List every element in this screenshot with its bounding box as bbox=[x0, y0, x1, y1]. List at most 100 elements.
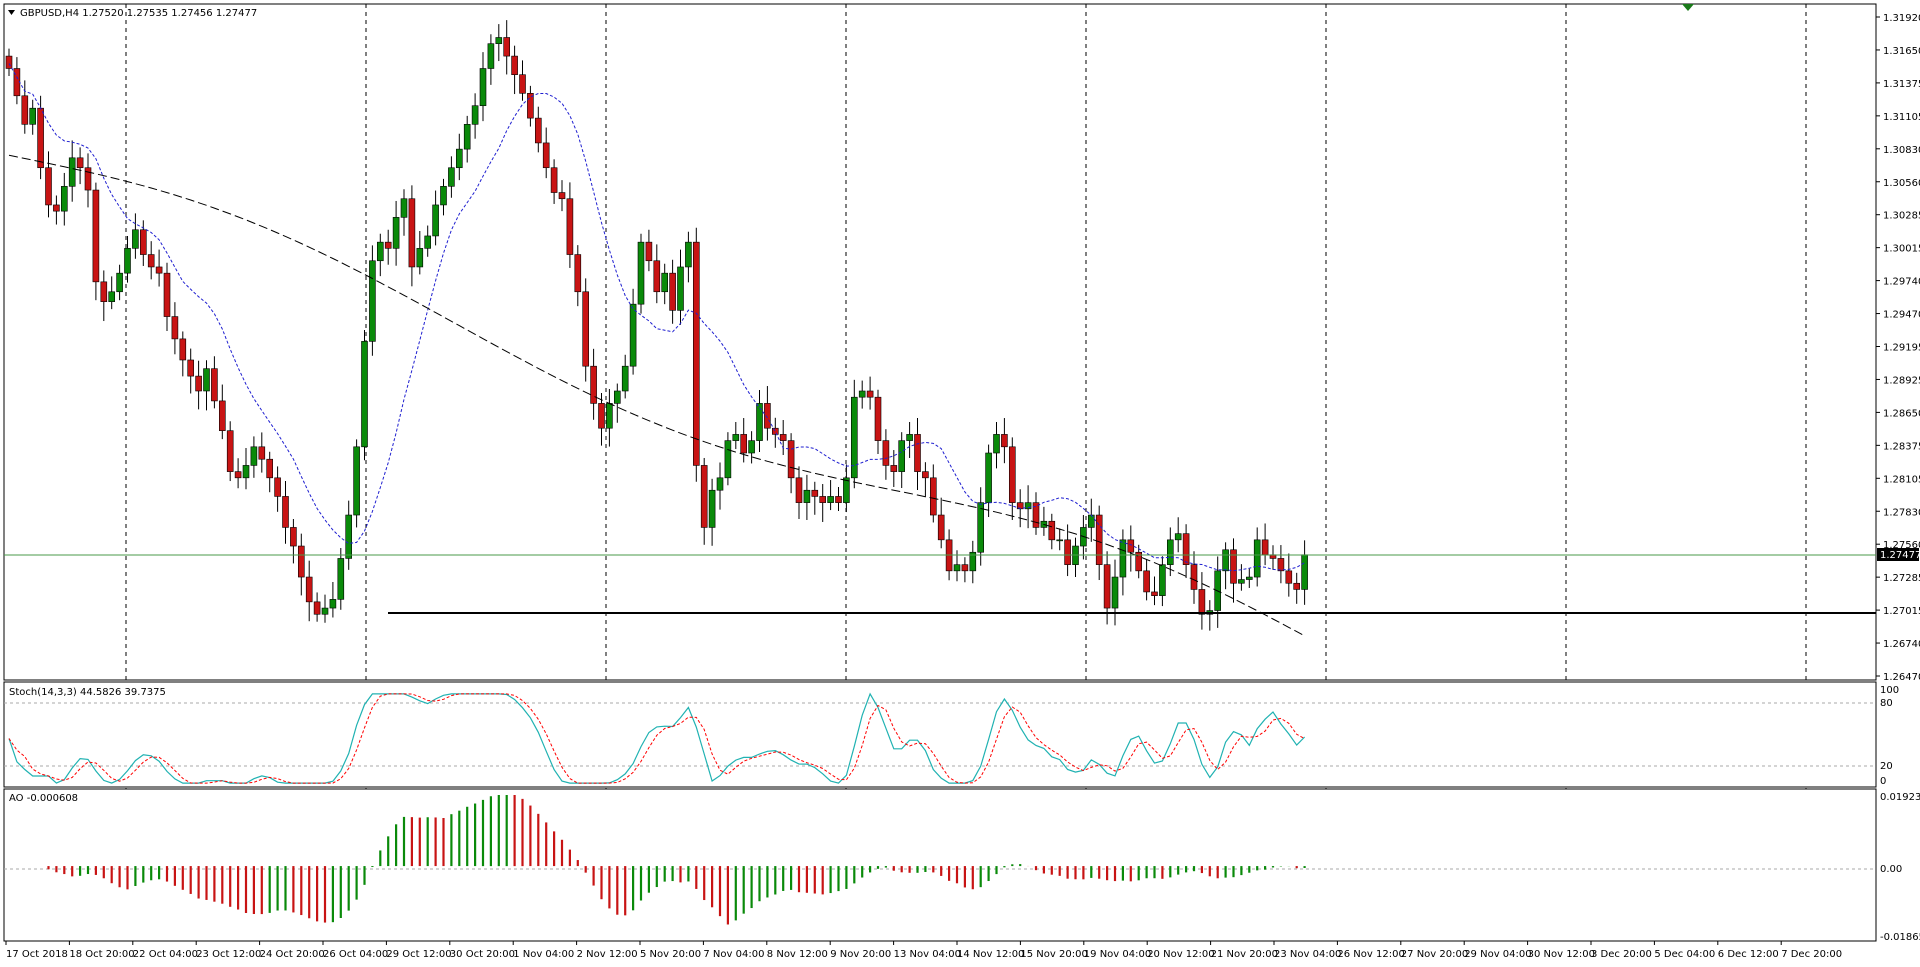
candle-body bbox=[337, 558, 345, 600]
candle-body bbox=[408, 198, 416, 268]
candle-body bbox=[1253, 539, 1261, 578]
candle-body bbox=[163, 272, 171, 317]
price-label: 1.27560 bbox=[1883, 540, 1920, 551]
candle-body bbox=[700, 465, 708, 528]
candle-body bbox=[843, 477, 850, 503]
candle-body bbox=[1167, 539, 1174, 565]
candle-body bbox=[1293, 582, 1300, 590]
shift-marker-icon[interactable] bbox=[1682, 4, 1694, 11]
candle-body bbox=[803, 489, 811, 503]
candle-body bbox=[1119, 539, 1127, 578]
candle-body bbox=[297, 545, 305, 578]
price-label: 1.26740 bbox=[1883, 639, 1920, 650]
candle-body bbox=[740, 434, 748, 454]
candle-body bbox=[155, 266, 163, 274]
candle-body bbox=[282, 496, 289, 528]
price-label: 1.31650 bbox=[1883, 46, 1920, 57]
candle-body bbox=[37, 107, 44, 169]
candle-body bbox=[1277, 558, 1285, 572]
candle-body bbox=[1159, 564, 1166, 596]
time-label: 26 Nov 12:00 bbox=[1337, 949, 1404, 960]
candle-body bbox=[53, 204, 60, 212]
candle-body bbox=[440, 186, 447, 206]
candle-body bbox=[92, 189, 100, 283]
candle-body bbox=[582, 291, 590, 367]
time-label: 18 Oct 20:00 bbox=[69, 949, 134, 960]
ao-plot-frame[interactable] bbox=[3, 788, 1877, 942]
candle-body bbox=[187, 359, 194, 377]
price-label: 1.28925 bbox=[1883, 375, 1920, 386]
candle-body bbox=[819, 496, 827, 503]
candle-body bbox=[353, 446, 360, 516]
candle-body bbox=[361, 341, 368, 448]
candle-body bbox=[321, 607, 329, 615]
moving-average-50 bbox=[8, 63, 1305, 572]
candle-body bbox=[692, 241, 700, 466]
candle-body bbox=[108, 291, 115, 302]
candle-body bbox=[179, 338, 187, 361]
time-label: 27 Nov 20:00 bbox=[1401, 949, 1468, 960]
candle-body bbox=[882, 440, 890, 466]
candle-body bbox=[985, 452, 992, 503]
candle-body bbox=[993, 434, 1000, 454]
candle-body bbox=[708, 489, 716, 528]
candle-body bbox=[219, 400, 226, 431]
price-label: 1.30830 bbox=[1883, 145, 1920, 156]
candle-body bbox=[45, 167, 52, 206]
candle-body bbox=[835, 496, 842, 503]
time-label: 20 Nov 12:00 bbox=[1147, 949, 1214, 960]
candle-body bbox=[392, 217, 400, 249]
candle-body bbox=[132, 229, 139, 249]
candle-body bbox=[961, 564, 969, 572]
candle-body bbox=[68, 157, 76, 187]
candle-body bbox=[716, 477, 724, 491]
candle-body bbox=[1151, 591, 1158, 596]
collapse-arrow-icon[interactable] bbox=[8, 10, 15, 15]
ao-histogram bbox=[47, 795, 1306, 925]
candle-body bbox=[645, 241, 653, 262]
candle-body bbox=[542, 142, 550, 169]
candle-body bbox=[795, 477, 803, 503]
candle-body bbox=[977, 502, 985, 553]
candle-body bbox=[84, 167, 92, 191]
price-candles bbox=[5, 20, 1308, 631]
candle-body bbox=[922, 471, 929, 479]
moving-average-200 bbox=[8, 154, 1305, 637]
candle-body bbox=[677, 266, 684, 311]
candle-body bbox=[384, 241, 392, 249]
candle-body bbox=[598, 403, 605, 429]
candle-body bbox=[629, 303, 637, 367]
candle-body bbox=[290, 527, 297, 547]
candle-body bbox=[637, 241, 645, 305]
candle-body bbox=[305, 576, 313, 603]
candle-body bbox=[5, 55, 13, 69]
candle-body bbox=[1111, 576, 1119, 609]
time-label: 26 Oct 04:00 bbox=[323, 949, 388, 960]
time-label: 5 Dec 04:00 bbox=[1654, 949, 1715, 960]
candle-body bbox=[479, 68, 487, 107]
candle-body bbox=[171, 316, 179, 340]
candle-body bbox=[424, 235, 432, 249]
time-label: 19 Nov 04:00 bbox=[1084, 949, 1151, 960]
candle-body bbox=[606, 403, 613, 429]
candle-body bbox=[953, 564, 961, 572]
stoch-plot-frame[interactable] bbox=[3, 681, 1877, 788]
price-label: 1.29195 bbox=[1883, 343, 1920, 354]
price-label: 1.30560 bbox=[1883, 178, 1920, 189]
candle-body bbox=[329, 599, 337, 609]
candle-body bbox=[1064, 539, 1071, 565]
stoch-signal-line bbox=[8, 693, 1305, 784]
main-plot-frame[interactable] bbox=[3, 3, 1877, 681]
candle-body bbox=[771, 427, 779, 435]
candle-body bbox=[313, 601, 321, 615]
candle-body bbox=[929, 477, 937, 516]
stoch-label-80: 80 bbox=[1880, 698, 1893, 709]
time-label: 30 Nov 12:00 bbox=[1528, 949, 1595, 960]
candle-body bbox=[511, 55, 518, 76]
candle-body bbox=[234, 471, 242, 479]
candle-body bbox=[566, 198, 574, 255]
candle-body bbox=[147, 254, 155, 268]
candle-body bbox=[503, 37, 511, 57]
price-label: 1.27830 bbox=[1883, 507, 1920, 518]
